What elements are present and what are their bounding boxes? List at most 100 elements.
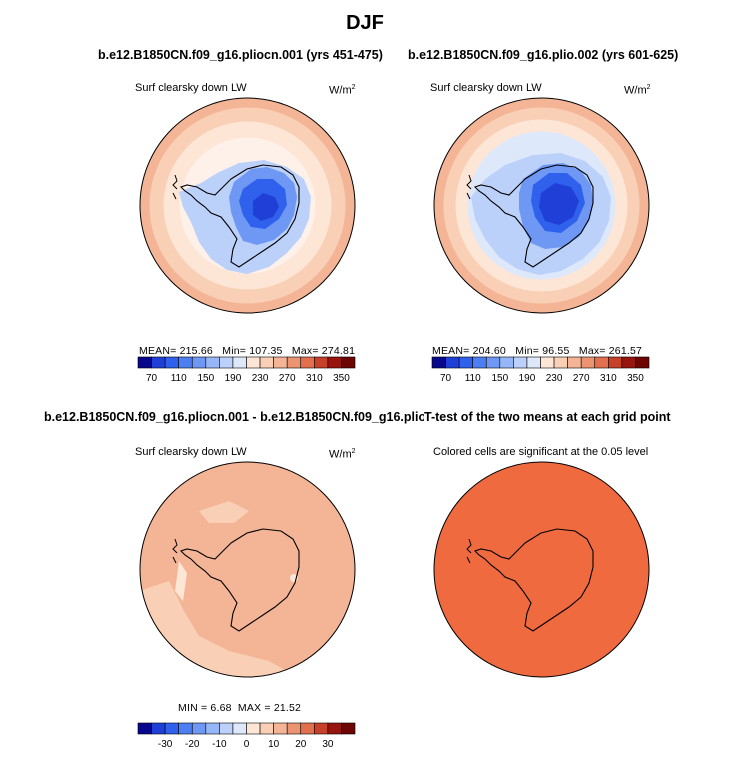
colorbar-label: 230 bbox=[546, 373, 563, 384]
panel-2-title: b.e12.B1850CN.f09_g16.plio.002 (yrs 601-… bbox=[408, 48, 679, 62]
colorbar-box bbox=[232, 356, 247, 369]
antarctica-coastline bbox=[179, 164, 300, 268]
colorbar-box bbox=[526, 356, 541, 369]
colorbar-box bbox=[635, 356, 650, 369]
panel-2-colorbar: 70 110 150 190 230 270 310 350 bbox=[431, 356, 650, 384]
colorbar-box bbox=[151, 356, 166, 369]
colorbar-box bbox=[458, 356, 473, 369]
colorbar-label: 0 bbox=[244, 739, 250, 750]
colorbar-box bbox=[553, 356, 568, 369]
colorbar-label: 350 bbox=[627, 373, 644, 384]
panel-2-units: W/m2 bbox=[624, 84, 651, 97]
panel-1-variable: Surf clearsky down LW bbox=[135, 82, 247, 94]
colorbar-box bbox=[327, 356, 342, 369]
colorbar-box bbox=[485, 356, 501, 369]
map-border bbox=[139, 461, 356, 678]
panel-4-variable: Colored cells are significant at the 0.0… bbox=[433, 446, 649, 458]
colorbar-box bbox=[314, 722, 329, 735]
colorbar-box bbox=[205, 722, 220, 735]
colorbar-label: 310 bbox=[600, 373, 617, 384]
colorbar-box bbox=[178, 722, 193, 735]
colorbar-box bbox=[300, 356, 315, 369]
colorbar-box bbox=[608, 356, 623, 369]
south-america-tip bbox=[466, 538, 472, 564]
colorbar-box bbox=[219, 356, 234, 369]
colorbar-box bbox=[259, 722, 274, 735]
colorbar-box bbox=[300, 722, 315, 735]
colorbar-box bbox=[341, 722, 356, 735]
colorbar-box bbox=[178, 356, 193, 369]
panel-2-stats: MEAN= 204.60 Min= 96.55 Max= 261.57 bbox=[432, 345, 643, 357]
panel-1-colorbar: 70 110 150 190 230 270 310 350 bbox=[137, 356, 356, 384]
colorbar-box bbox=[540, 356, 555, 369]
colorbar-label: 70 bbox=[146, 373, 158, 384]
panel-2-map bbox=[433, 97, 650, 314]
significance-fill bbox=[433, 461, 650, 678]
colorbar-box bbox=[341, 356, 356, 369]
colorbar-box bbox=[499, 356, 514, 369]
colorbar-box bbox=[137, 356, 152, 369]
plateau-core bbox=[539, 183, 579, 225]
panel-1-stats: MEAN= 215.66 Min= 107.35 Max= 274.81 bbox=[139, 345, 356, 357]
antarctica-coastline bbox=[473, 164, 594, 268]
colorbar-box bbox=[327, 722, 342, 735]
colorbar-box bbox=[273, 722, 288, 735]
antarctica-coastline bbox=[179, 528, 300, 632]
south-america-tip bbox=[172, 538, 178, 564]
colorbar-box bbox=[205, 356, 220, 369]
colorbar-label: 230 bbox=[252, 373, 269, 384]
panel-1-title: b.e12.B1850CN.f09_g16.pliocn.001 (yrs 45… bbox=[98, 48, 383, 62]
antarctica-coastline bbox=[473, 528, 594, 632]
colorbar-box bbox=[314, 356, 329, 369]
figure-title: DJF bbox=[346, 12, 384, 34]
colorbar-label: 150 bbox=[491, 373, 508, 384]
colorbar-label: 310 bbox=[306, 373, 323, 384]
panel-3-units: W/m2 bbox=[329, 448, 356, 461]
colorbar-label: 270 bbox=[573, 373, 590, 384]
colorbar-box bbox=[219, 722, 234, 735]
colorbar-box bbox=[137, 722, 152, 735]
diff-low-patch bbox=[199, 501, 249, 523]
panel-3-colorbar: -30 -20 -10 0 10 20 30 bbox=[137, 722, 356, 750]
colorbar-label: 20 bbox=[295, 739, 307, 750]
colorbar-box bbox=[567, 356, 582, 369]
panel-1-units: W/m2 bbox=[329, 84, 356, 97]
south-america-tip bbox=[466, 174, 472, 200]
diff-lowest-patch bbox=[175, 561, 187, 601]
colorbar-label: 190 bbox=[225, 373, 242, 384]
colorbar-label: 350 bbox=[333, 373, 350, 384]
colorbar-box bbox=[246, 722, 261, 735]
colorbar-box bbox=[259, 356, 274, 369]
colorbar-box bbox=[286, 722, 302, 735]
colorbar-box bbox=[246, 356, 261, 369]
colorbar-box bbox=[286, 356, 302, 369]
colorbar-box bbox=[580, 356, 596, 369]
colorbar-box bbox=[472, 356, 487, 369]
colorbar-label: 30 bbox=[322, 739, 334, 750]
colorbar-box bbox=[273, 356, 288, 369]
colorbar-box bbox=[232, 722, 247, 735]
colorbar-box bbox=[445, 356, 460, 369]
colorbar-label: 110 bbox=[465, 373, 481, 384]
colorbar-label: 10 bbox=[268, 739, 280, 750]
panel-1-map bbox=[139, 97, 356, 314]
map-border bbox=[433, 97, 650, 314]
colorbar-box bbox=[594, 356, 609, 369]
colorbar-label: 110 bbox=[171, 373, 187, 384]
colorbar-label: -10 bbox=[212, 739, 227, 750]
colorbar-box bbox=[621, 356, 636, 369]
map-border bbox=[139, 97, 356, 314]
colorbar-box bbox=[513, 356, 528, 369]
colorbar-box bbox=[431, 356, 446, 369]
colorbar-box bbox=[164, 356, 179, 369]
panel-4-map bbox=[433, 461, 650, 678]
panel-3-title: b.e12.B1850CN.f09_g16.pliocn.001 - b.e12… bbox=[44, 410, 424, 424]
panel-3-stats: MIN = 6.68 MAX = 21.52 bbox=[178, 702, 302, 714]
colorbar-label: 190 bbox=[519, 373, 536, 384]
colorbar-label: 70 bbox=[440, 373, 452, 384]
colorbar-box bbox=[191, 722, 207, 735]
colorbar-label: -30 bbox=[158, 739, 173, 750]
plateau-core bbox=[253, 193, 279, 221]
south-america-tip bbox=[172, 174, 178, 200]
colorbar-box bbox=[191, 356, 207, 369]
